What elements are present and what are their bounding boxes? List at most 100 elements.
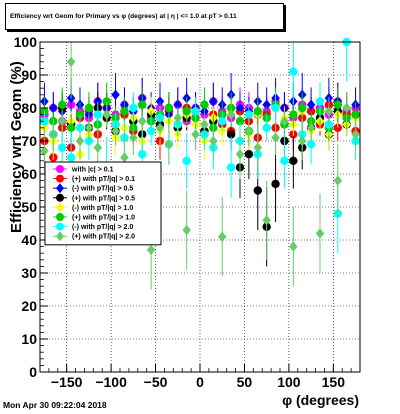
data-point: [253, 142, 262, 153]
y-axis-label: Efficiency wrt Geom (%): [8, 61, 25, 233]
data-point: [298, 135, 307, 147]
y-tick-label: 0: [29, 364, 37, 380]
data-point: [75, 135, 85, 147]
data-point: [289, 110, 298, 119]
data-point: [280, 156, 289, 165]
y-tick-label: 20: [21, 298, 37, 314]
data-point: [209, 135, 218, 147]
series-layer: [40, 37, 360, 290]
y-tick-label: 100: [14, 34, 38, 50]
data-point: [84, 103, 94, 113]
y-tick-label: 70: [21, 133, 37, 149]
axis-ticks: −150 −100 −50 0 50 100 150 0 10 20 30 40 50 60 70 80 90 1…: [14, 34, 361, 390]
legend-marker: [56, 213, 64, 221]
data-point: [226, 109, 236, 120]
series-group: [40, 42, 360, 290]
data-point: [58, 143, 67, 152]
data-point: [306, 140, 316, 149]
data-point: [84, 122, 94, 133]
chart-title-box: Efficiency wrt Geom for Primary vs φ (de…: [5, 3, 284, 30]
y-tick-label: 80: [21, 100, 37, 116]
data-point: [262, 123, 271, 132]
data-point: [289, 241, 298, 252]
data-point: [182, 224, 191, 236]
data-point: [235, 117, 245, 126]
x-tick-label: −50: [144, 374, 168, 390]
legend-marker: [56, 222, 64, 231]
data-point: [253, 107, 262, 116]
data-point: [226, 130, 236, 139]
data-point: [75, 110, 85, 119]
data-point: [262, 99, 271, 110]
data-point: [155, 122, 165, 133]
data-point: [209, 96, 218, 107]
y-tick-label: 30: [21, 265, 37, 281]
data-point: [333, 123, 342, 132]
data-point: [191, 129, 200, 140]
data-point: [146, 126, 156, 136]
data-point: [173, 112, 182, 124]
data-point: [66, 56, 76, 67]
x-tick-label: −150: [51, 374, 83, 390]
data-point: [218, 231, 227, 242]
data-point: [289, 67, 298, 76]
data-point: [111, 89, 120, 100]
data-point: [342, 102, 351, 114]
legend-label: (+) with pT/|q| > 0.5: [72, 195, 135, 202]
data-point: [40, 117, 49, 126]
data-point: [244, 110, 254, 119]
data-point: [58, 100, 67, 109]
data-point: [66, 153, 76, 162]
y-tick-label: 40: [21, 232, 37, 248]
data-point: [271, 132, 280, 143]
data-point: [182, 107, 191, 116]
data-point: [191, 107, 200, 116]
data-point: [173, 99, 182, 110]
data-point: [102, 109, 111, 120]
data-point: [324, 106, 334, 117]
x-tick-label: 100: [277, 374, 301, 390]
data-point: [138, 100, 147, 109]
data-point: [102, 97, 111, 106]
data-point: [49, 102, 58, 114]
data-point: [93, 142, 102, 153]
data-point: [120, 107, 129, 116]
legend-label: (+) with pT/|q| > 2.0: [72, 234, 135, 241]
data-point: [146, 244, 156, 256]
data-point: [66, 123, 76, 132]
data-point: [253, 186, 262, 195]
data-point: [351, 110, 360, 119]
x-axis-label: φ (degrees): [282, 392, 359, 408]
legend-marker: [56, 193, 64, 202]
data-point: [315, 228, 325, 239]
data-point: [315, 97, 325, 106]
data-point: [271, 179, 280, 189]
data-point: [244, 125, 254, 137]
data-point: [289, 156, 298, 165]
legend-label: (-) with pT/|q| > 2.0: [72, 224, 133, 231]
data-point: [93, 110, 102, 119]
legend-marker: [56, 174, 64, 183]
legend-marker: [56, 231, 64, 242]
x-tick-label: 50: [237, 374, 253, 390]
data-point: [200, 119, 209, 130]
data-point: [155, 96, 165, 107]
legend-marker: [56, 202, 64, 213]
data-point: [244, 150, 254, 159]
chart-title: Efficiency wrt Geom for Primary vs φ (de…: [10, 13, 237, 20]
legend-box: [44, 161, 162, 246]
y-tick-label: 90: [21, 67, 37, 83]
data-point: [235, 149, 245, 160]
data-point: [306, 122, 316, 133]
data-point: [333, 100, 342, 109]
data-point: [129, 103, 138, 113]
data-point: [182, 156, 191, 165]
x-tick-label: 0: [196, 374, 204, 390]
data-point: [280, 116, 289, 127]
data-point: [84, 136, 94, 146]
data-point: [129, 132, 138, 143]
data-point: [164, 103, 174, 113]
legend-label: (-) with pT/|q| > 1.0: [72, 205, 133, 212]
x-tick-label: 150: [322, 374, 346, 390]
